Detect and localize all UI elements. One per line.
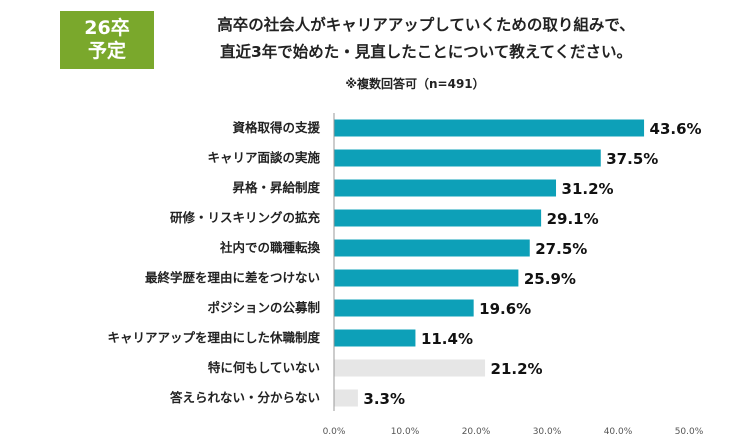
x-tick-label: 50.0%	[675, 427, 704, 437]
bar	[334, 149, 601, 167]
chart-note: ※複数回答可（n=491）	[345, 77, 485, 91]
category-label: キャリア面談の実施	[207, 150, 320, 165]
bar	[334, 179, 557, 197]
data-label: 11.4%	[421, 330, 473, 348]
badge-line1: 26卒	[84, 17, 130, 39]
bar	[334, 269, 519, 287]
bar	[334, 299, 474, 317]
category-label: 昇格・昇給制度	[232, 180, 320, 195]
category-label: 最終学歴を理由に差をつけない	[145, 270, 320, 285]
category-label: 資格取得の支援	[232, 120, 320, 135]
data-label: 31.2%	[562, 180, 614, 198]
x-tick-label: 0.0%	[323, 427, 346, 437]
data-label: 3.3%	[363, 390, 405, 408]
data-label: 29.1%	[547, 210, 599, 228]
x-tick-label: 40.0%	[604, 427, 633, 437]
badge-line2: 予定	[87, 40, 126, 62]
category-label: 答えられない・分からない	[170, 390, 320, 405]
bar	[334, 119, 645, 137]
bar	[334, 239, 530, 257]
data-label: 43.6%	[650, 120, 702, 138]
category-label: 研修・リスキリングの拡充	[170, 210, 321, 225]
chart-title-line2: 直近3年で始めた・見直したことについて教えてください。	[219, 43, 633, 61]
data-label: 27.5%	[535, 240, 587, 258]
data-label: 19.6%	[479, 300, 531, 318]
bar	[334, 359, 486, 377]
chart-title: 高卒の社会人がキャリアアップしていくための取り組みで、 直近3年で始めた・見直し…	[176, 12, 676, 66]
bar	[334, 389, 358, 407]
badge-26-grad: 26卒 予定	[60, 11, 154, 69]
category-label: 特に何もしていない	[208, 360, 320, 375]
x-tick-label: 20.0%	[462, 427, 491, 437]
x-tick-label: 10.0%	[391, 427, 420, 437]
data-label: 37.5%	[606, 150, 658, 168]
category-label: 社内での職種転換	[219, 240, 321, 255]
bar	[334, 209, 542, 227]
chart-title-line1: 高卒の社会人がキャリアアップしていくための取り組みで、	[217, 16, 635, 34]
category-label: キャリアアップを理由にした休職制度	[107, 330, 320, 345]
data-label: 25.9%	[524, 270, 576, 288]
bar	[334, 329, 416, 347]
x-tick-label: 30.0%	[533, 427, 562, 437]
data-label: 21.2%	[491, 360, 543, 378]
category-label: ポジションの公募制	[207, 300, 320, 315]
